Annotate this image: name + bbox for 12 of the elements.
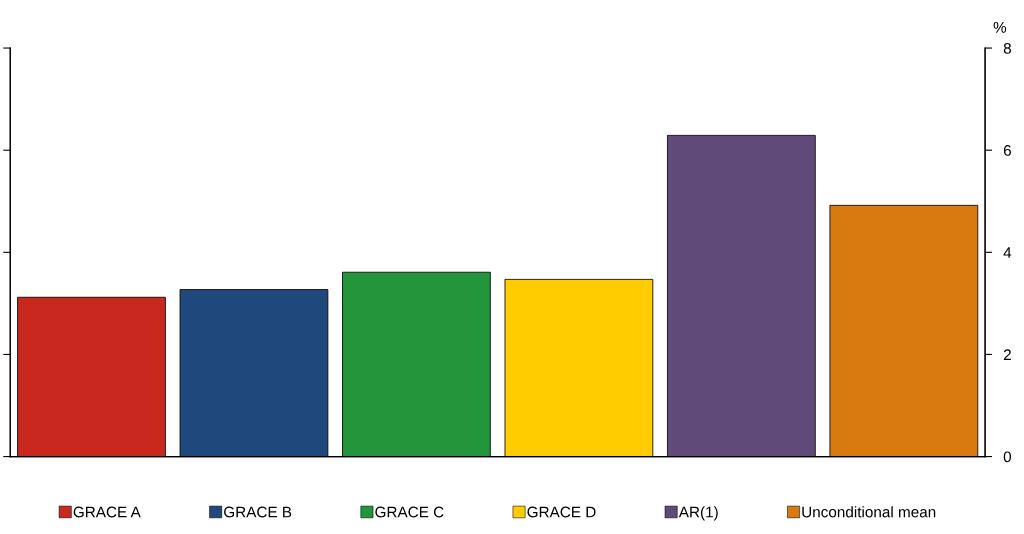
legend-label: AR(1) (678, 506, 718, 521)
legend-label: GRACE A (73, 506, 141, 518)
legend-label: GRACE D (527, 506, 596, 518)
legend-label: GRACE C (375, 506, 444, 518)
y-axis-title: % (993, 22, 1007, 33)
y-tick-label: 2 (1003, 349, 1011, 360)
legend-label: Unconditional mean (802, 506, 936, 518)
y-tick-label: 4 (1003, 247, 1012, 258)
y-tick-label: 8 (1003, 42, 1011, 54)
y-tick-label: 6 (1003, 145, 1011, 156)
legend-label: GRACE B (224, 506, 292, 518)
y-tick-label: 0 (1003, 451, 1012, 463)
